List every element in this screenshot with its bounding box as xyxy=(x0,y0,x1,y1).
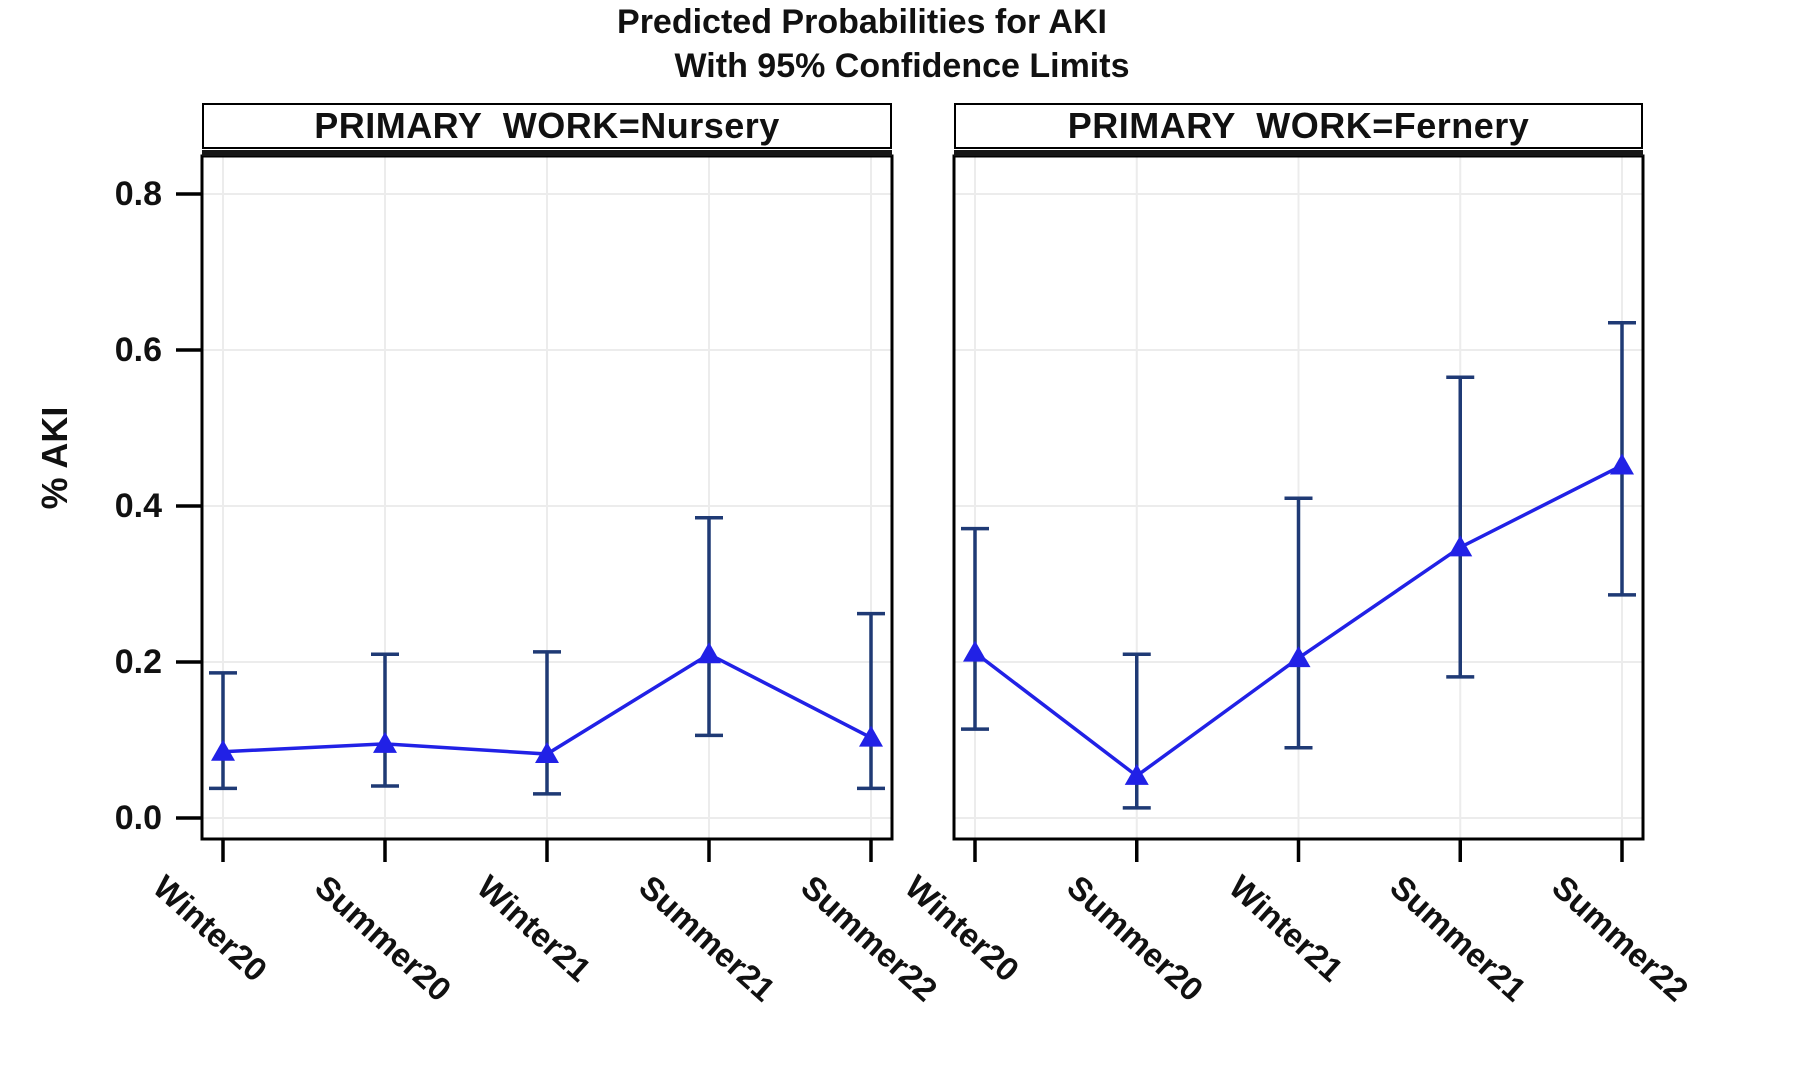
panel-nursery xyxy=(176,154,894,862)
y-tick-label: 0.4 xyxy=(114,487,162,525)
panel-fernery xyxy=(952,154,1645,862)
y-tick-label: 0.6 xyxy=(114,331,162,369)
series-markers xyxy=(963,453,1634,785)
panel-header-nursery: PRIMARY WORK=Nursery xyxy=(202,103,892,149)
chart-title-line1: Predicted Probabilities for AKI xyxy=(617,3,1107,41)
panel-header-rule-right xyxy=(954,150,1643,156)
y-tick-label: 0.0 xyxy=(114,799,162,837)
y-axis-label: % AKI xyxy=(34,406,75,510)
error-bars xyxy=(961,320,1636,810)
chart-title: Predicted Probabilities for AKI With 95%… xyxy=(0,0,1724,88)
chart-title-line2: With 95% Confidence Limits xyxy=(674,47,1130,85)
y-tick-label: 0.2 xyxy=(114,643,162,681)
panel-header-fernery: PRIMARY WORK=Fernery xyxy=(954,103,1643,149)
panel-header-rule-left xyxy=(202,150,892,156)
series-markers xyxy=(211,642,883,764)
error-bars xyxy=(209,515,885,796)
y-tick-label: 0.8 xyxy=(114,175,162,213)
